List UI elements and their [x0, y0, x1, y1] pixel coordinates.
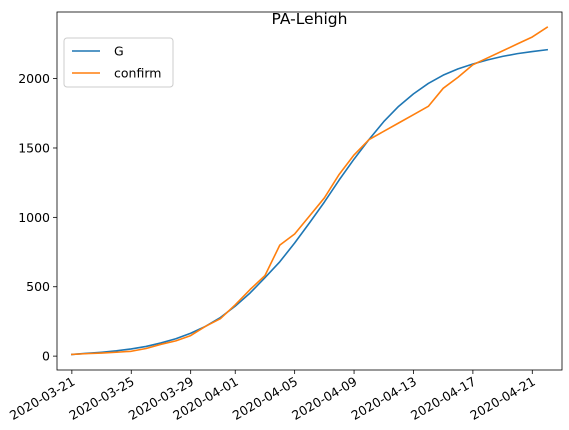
- x-tick-label: 2020-04-13: [349, 374, 419, 423]
- y-tick-label: 500: [26, 279, 50, 294]
- series-line-g: [70, 48, 549, 356]
- y-tick-label: 0: [42, 349, 50, 364]
- y-tick-label: 1000: [18, 210, 50, 225]
- series-line-confirm: [71, 26, 549, 356]
- legend-label-g: G: [114, 44, 124, 59]
- x-tick-label: 2020-03-25: [66, 374, 136, 423]
- y-tick-label: 2000: [18, 71, 50, 86]
- y-tick-label: 1500: [18, 140, 50, 155]
- y-axis: 0 500 1000 1500 2000: [18, 71, 57, 364]
- plot-frame: [56, 11, 563, 371]
- x-tick-label: 2020-04-05: [230, 374, 300, 423]
- x-axis: 2020-03-212020-03-252020-03-292020-04-01…: [7, 370, 538, 423]
- chart-title: PA-Lehigh: [272, 10, 348, 28]
- x-tick-label: 2020-04-17: [408, 374, 478, 423]
- x-tick-label: 2020-03-21: [7, 374, 77, 423]
- x-tick-label: 2020-04-21: [467, 374, 537, 423]
- legend-label-confirm: confirm: [114, 66, 161, 81]
- series-layer: [70, 26, 549, 356]
- x-tick-label: 2020-04-09: [289, 374, 359, 423]
- plot-area: [56, 11, 563, 371]
